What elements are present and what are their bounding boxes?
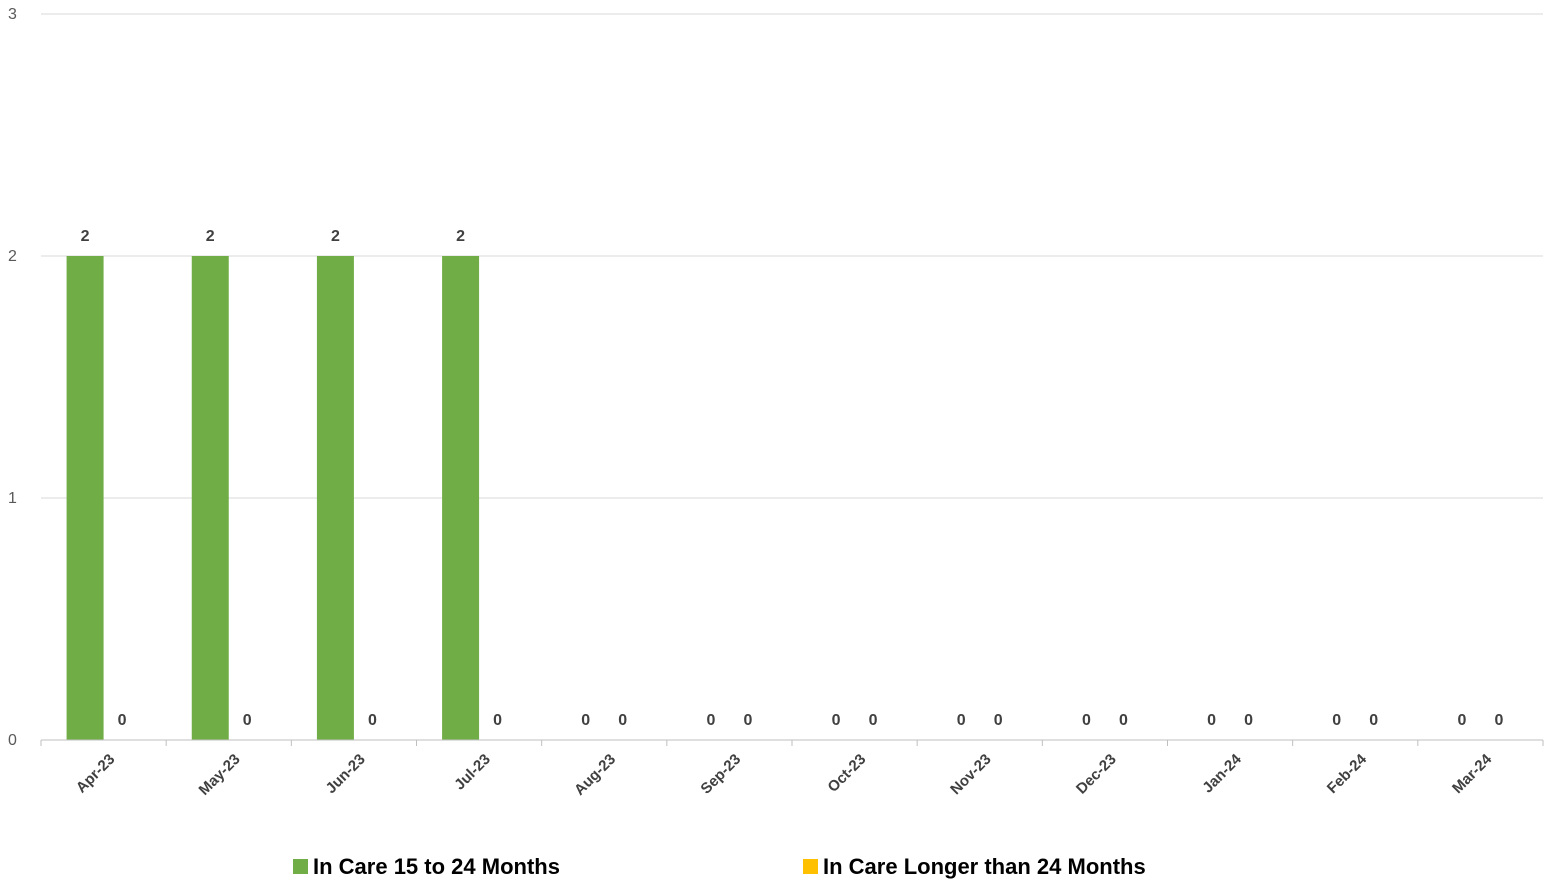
y-tick-label: 1 [8,490,17,507]
data-label: 0 [618,712,627,729]
data-labels: 2 0 2 0 2 0 2 0 0 0 0 0 0 0 0 0 0 0 0 0 0 0 0 0 [81,228,1504,729]
legend-swatch-series-2 [803,859,818,874]
data-label: 2 [456,228,465,245]
data-label: 0 [957,712,966,729]
gridlines [41,13,1543,499]
bar-series-1 [442,256,480,740]
x-axis [40,739,1544,746]
bar-series-1 [316,256,354,740]
data-label: 0 [1119,712,1128,729]
data-label: 0 [1207,712,1216,729]
x-tick-label: May-23 [196,751,244,799]
x-tick-label: Jun-23 [323,751,369,797]
data-label: 0 [706,712,715,729]
x-tick-label: Apr-23 [73,751,119,797]
x-tick-label: Jul-23 [451,751,494,794]
data-label: 0 [1457,712,1466,729]
data-label: 0 [869,712,878,729]
bar-series-1 [191,256,229,740]
data-label: 0 [1082,712,1091,729]
data-label: 0 [994,712,1003,729]
data-label: 0 [1332,712,1341,729]
y-tick-label: 3 [8,6,17,23]
x-tick-label: Sep-23 [697,751,744,798]
data-label: 0 [243,712,252,729]
x-axis-ticks: Apr-23 May-23 Jun-23 Jul-23 Aug-23 Sep-23 Oct-… [73,750,1496,798]
data-label: 0 [581,712,590,729]
x-tick-label: Mar-24 [1449,750,1496,797]
y-axis-ticks: 0 1 2 3 [8,6,17,749]
data-label: 0 [743,712,752,729]
data-label: 0 [118,712,127,729]
data-label: 0 [832,712,841,729]
legend-label-series-1: In Care 15 to 24 Months [313,854,560,879]
y-tick-label: 2 [8,248,17,265]
data-label: 0 [1369,712,1378,729]
x-tick-label: Jan-24 [1199,750,1245,796]
x-tick-label: Aug-23 [571,751,619,799]
x-tick-label: Nov-23 [947,751,994,798]
bars [66,256,480,740]
x-tick-label: Feb-24 [1324,750,1371,797]
data-label: 0 [1244,712,1253,729]
legend-label-series-2: In Care Longer than 24 Months [823,854,1146,879]
x-tick-label: Oct-23 [824,751,869,796]
legend-swatch-series-1 [293,859,308,874]
data-label: 0 [493,712,502,729]
bar-series-1 [66,256,104,740]
y-tick-label: 0 [8,732,17,749]
data-label: 2 [81,228,90,245]
data-label: 2 [206,228,215,245]
data-label: 2 [331,228,340,245]
data-label: 0 [1494,712,1503,729]
data-label: 0 [368,712,377,729]
legend: In Care 15 to 24 Months In Care Longer t… [293,854,1146,879]
x-tick-label: Dec-23 [1073,751,1120,798]
